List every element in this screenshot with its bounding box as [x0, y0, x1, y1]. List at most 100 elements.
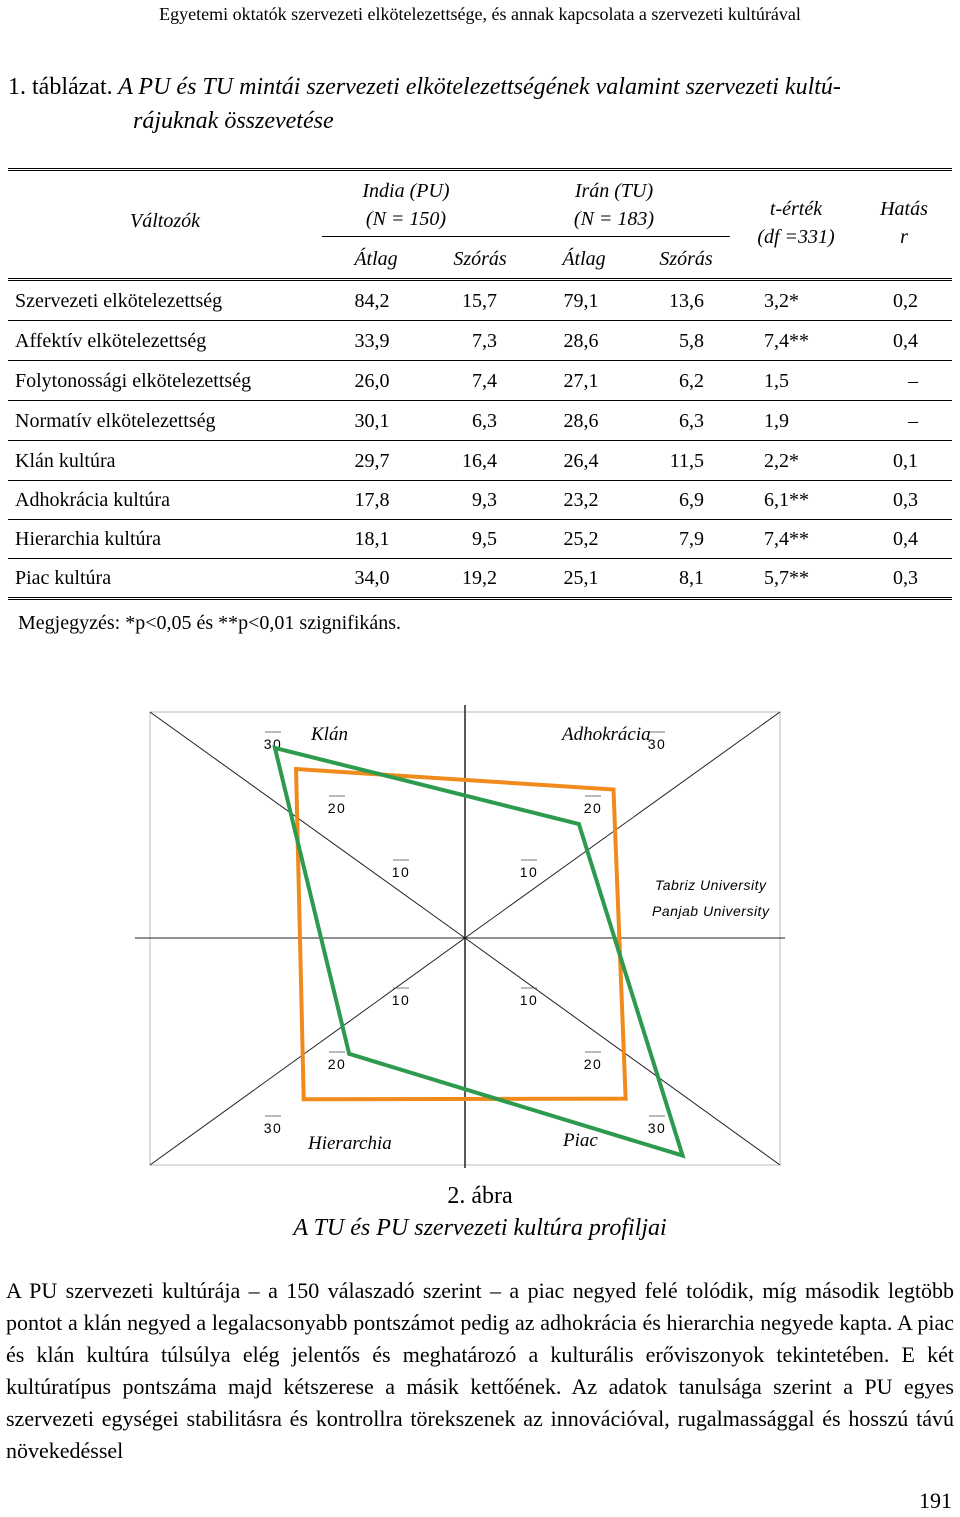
pu-mean: 29,7: [354, 450, 390, 472]
series-point: [347, 1051, 352, 1056]
header-bottom-rule: [8, 278, 952, 281]
axis-label-adhokracia: Adhokrácia: [560, 724, 651, 745]
tu-sd: 6,9: [679, 489, 704, 511]
pu-mean: 26,0: [354, 370, 390, 392]
tu-mean: 28,6: [563, 330, 599, 352]
header-iran-group: Irán (TU): [574, 180, 654, 202]
tu-sd: 13,6: [669, 290, 704, 312]
header-group-rule: [322, 236, 730, 237]
tu-sd: 11,5: [669, 450, 704, 472]
header-sd-tu: Szórás: [659, 248, 713, 270]
header-df: (df =331): [757, 226, 835, 248]
tick-label: 10: [392, 992, 411, 1008]
row-divider: [8, 558, 952, 559]
table-row: Adhokrácia kultúra 17,8 9,3 23,2 6,9 6,1…: [0, 480, 960, 520]
legend-tabriz: Tabriz University: [655, 877, 767, 893]
axis-label-klan: Klán: [310, 724, 348, 745]
tu-sd: 7,9: [679, 528, 704, 550]
tick-label: 20: [584, 1056, 603, 1072]
pu-mean: 33,9: [354, 330, 390, 352]
pu-sd: 15,7: [462, 290, 497, 312]
page-number: 191: [919, 1488, 952, 1513]
effect-r: 0,2: [893, 290, 918, 312]
diagonal-axis-3: [149, 937, 466, 1166]
header-mean-pu: Átlag: [354, 248, 398, 270]
tu-mean: 25,1: [563, 567, 599, 589]
table-row: Normatív elkötelezettség 30,1 6,3 28,6 6…: [0, 401, 960, 441]
series-point: [294, 767, 299, 772]
tick-label: 20: [328, 800, 347, 816]
row-label: Normatív elkötelezettség: [15, 410, 216, 432]
t-value: 7,4**: [764, 528, 809, 550]
series-point: [576, 822, 581, 827]
header-variables: Változók: [130, 210, 200, 232]
effect-r: 0,3: [893, 489, 918, 511]
pu-mean: 18,1: [354, 528, 390, 550]
tu-mean: 27,1: [563, 370, 599, 392]
effect-r: 0,1: [893, 450, 918, 472]
tu-mean: 26,4: [563, 450, 599, 472]
header-india-group: India (PU): [362, 180, 450, 202]
row-label: Piac kultúra: [15, 567, 112, 589]
row-divider: [8, 320, 952, 321]
axis-label-piac: Piac: [562, 1130, 598, 1151]
tu-mean: 79,1: [563, 290, 599, 312]
row-label: Hierarchia kultúra: [15, 528, 162, 550]
row-divider: [8, 360, 952, 361]
tu-mean: 23,2: [563, 489, 599, 511]
pu-sd: 7,4: [472, 370, 497, 392]
legend-panjab: Panjab University: [652, 903, 770, 919]
axis-label-hierarchia: Hierarchia: [307, 1133, 392, 1154]
header-mean-tu: Átlag: [562, 248, 606, 270]
row-label: Affektív elkötelezettség: [15, 330, 207, 352]
table-row: Szervezeti elkötelezettség 84,2 15,7 79,…: [0, 281, 960, 321]
header-effect-r: r: [900, 226, 908, 248]
series-point: [623, 1096, 628, 1101]
pu-mean: 17,8: [354, 489, 390, 511]
tu-sd: 6,2: [679, 370, 704, 392]
table-caption-line2: rájuknak összevetése: [133, 108, 334, 134]
table-top-rule: [8, 168, 952, 171]
series-point: [611, 787, 616, 792]
t-value: 3,2*: [764, 290, 799, 312]
header-t-value: t-érték: [769, 198, 823, 220]
table-row: Hierarchia kultúra 18,1 9,5 25,2 7,9 7,4…: [0, 519, 960, 559]
tick-label: 30: [648, 736, 667, 752]
effect-r: 0,4: [893, 528, 918, 550]
series-point: [272, 745, 277, 750]
pu-mean: 30,1: [354, 410, 390, 432]
t-value: 6,1**: [764, 489, 809, 511]
row-label: Klán kultúra: [15, 450, 116, 472]
row-label: Folytonossági elkötelezettség: [15, 370, 252, 392]
running-header: Egyetemi oktatók szervezeti elkötelezett…: [159, 4, 801, 24]
row-label: Adhokrácia kultúra: [15, 489, 170, 511]
t-value: 5,7**: [764, 567, 809, 589]
tu-sd: 6,3: [679, 410, 704, 432]
tick-label: 30: [264, 1120, 283, 1136]
row-label: Szervezeti elkötelezettség: [15, 290, 223, 312]
figure-caption: 2. ábra A TU és PU szervezeti kultúra pr…: [0, 1180, 960, 1244]
header-india-n: (N = 150): [365, 208, 447, 230]
series-polygon: [293, 766, 628, 1102]
tick-label: 20: [584, 800, 603, 816]
diagonal-axis-1: [464, 711, 781, 939]
table-row: Affektív elkötelezettség 33,9 7,3 28,6 5…: [0, 321, 960, 361]
t-value: 1,5: [764, 370, 789, 392]
table-caption: 1. táblázat. A PU és TU mintái szervezet…: [8, 70, 948, 138]
t-value: 2,2*: [764, 450, 799, 472]
tick-label: 30: [648, 1120, 667, 1136]
tu-mean: 25,2: [563, 528, 599, 550]
effect-r: 0,4: [893, 330, 918, 352]
row-divider: [8, 519, 952, 520]
effect-r: 0,3: [893, 567, 918, 589]
effect-r: –: [908, 410, 918, 432]
pu-mean: 84,2: [354, 290, 390, 312]
pu-sd: 16,4: [462, 450, 497, 472]
t-value: 1,9: [764, 410, 789, 432]
row-divider: [8, 440, 952, 441]
table-bottom-rule: [8, 597, 952, 600]
tick-label: 10: [520, 864, 539, 880]
header-sd-pu: Szórás: [453, 248, 507, 270]
pu-sd: 9,5: [472, 528, 497, 550]
pu-mean: 34,0: [354, 567, 390, 589]
